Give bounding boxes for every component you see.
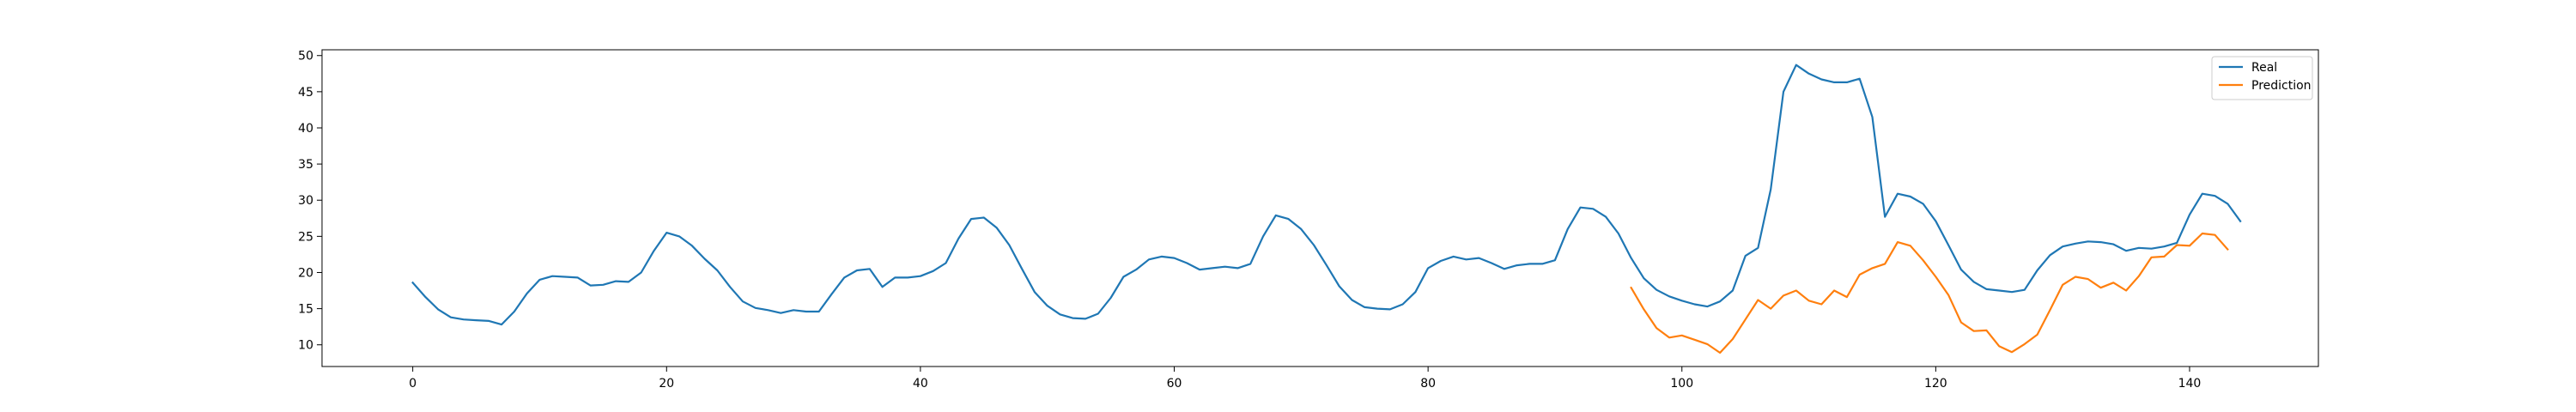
y-tick-label: 20	[298, 266, 313, 280]
y-axis: 10 15 20 25 30 35 40 45 50	[298, 50, 322, 353]
x-tick-label: 20	[659, 377, 674, 391]
plot-area	[322, 50, 2318, 367]
x-tick-label: 40	[913, 377, 928, 391]
x-tick-label: 120	[1924, 377, 1947, 391]
y-tick-label: 50	[298, 50, 313, 64]
x-tick-label: 60	[1167, 377, 1182, 391]
y-tick-label: 45	[298, 86, 313, 100]
series-line-real	[411, 64, 2242, 326]
y-tick-label: 30	[298, 194, 313, 208]
y-tick-label: 35	[298, 158, 313, 172]
y-tick-label: 10	[298, 339, 313, 353]
x-tick-label: 0	[409, 377, 416, 391]
legend: Real Prediction	[2211, 56, 2313, 100]
legend-label-real: Real	[2251, 61, 2277, 75]
y-tick-label: 25	[298, 230, 313, 244]
plot-frame	[321, 49, 2319, 367]
y-tick-label: 15	[298, 303, 313, 317]
series-line-prediction	[1630, 232, 2229, 354]
legend-label-prediction: Prediction	[2251, 79, 2312, 93]
y-tick-label: 40	[298, 122, 313, 136]
series-layer	[411, 64, 2242, 354]
x-tick-label: 140	[2178, 377, 2202, 391]
x-tick-label: 80	[1420, 377, 1436, 391]
x-axis: 0 20 40 60 80 100 120 140	[409, 367, 2201, 391]
x-tick-label: 100	[1670, 377, 1693, 391]
